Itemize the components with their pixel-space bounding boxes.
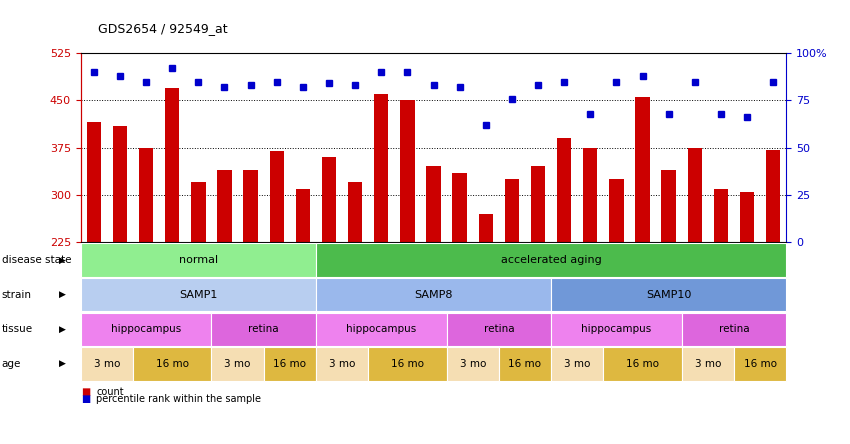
- Text: retina: retina: [484, 324, 514, 334]
- Text: ▶: ▶: [59, 325, 65, 334]
- Text: 3 mo: 3 mo: [694, 359, 721, 369]
- Text: hippocampus: hippocampus: [581, 324, 652, 334]
- Bar: [139, 147, 153, 242]
- Bar: [296, 189, 310, 242]
- Bar: [243, 170, 258, 242]
- Bar: [583, 147, 598, 242]
- Bar: [191, 182, 206, 242]
- Text: hippocampus: hippocampus: [346, 324, 416, 334]
- Bar: [714, 189, 728, 242]
- Text: SAMP10: SAMP10: [646, 289, 691, 300]
- Text: 16 mo: 16 mo: [156, 359, 189, 369]
- Text: ▶: ▶: [59, 290, 65, 299]
- Text: 16 mo: 16 mo: [744, 359, 777, 369]
- Text: accelerated aging: accelerated aging: [501, 255, 602, 265]
- Bar: [87, 123, 101, 242]
- Bar: [165, 88, 179, 242]
- Bar: [269, 151, 284, 242]
- Text: percentile rank within the sample: percentile rank within the sample: [96, 394, 261, 404]
- Bar: [661, 170, 676, 242]
- Bar: [479, 214, 493, 242]
- Text: SAMP1: SAMP1: [179, 289, 218, 300]
- Bar: [505, 179, 519, 242]
- Text: 16 mo: 16 mo: [274, 359, 306, 369]
- Bar: [531, 166, 545, 242]
- Bar: [635, 97, 649, 242]
- Text: retina: retina: [248, 324, 279, 334]
- Bar: [322, 157, 336, 242]
- Bar: [400, 100, 415, 242]
- Text: 3 mo: 3 mo: [224, 359, 251, 369]
- Bar: [218, 170, 232, 242]
- Bar: [766, 150, 780, 242]
- Text: ■: ■: [81, 388, 90, 397]
- Bar: [427, 166, 440, 242]
- Text: hippocampus: hippocampus: [111, 324, 181, 334]
- Text: strain: strain: [2, 289, 31, 300]
- Text: 3 mo: 3 mo: [329, 359, 355, 369]
- Bar: [609, 179, 624, 242]
- Bar: [557, 138, 571, 242]
- Bar: [113, 126, 128, 242]
- Text: 16 mo: 16 mo: [508, 359, 541, 369]
- Text: tissue: tissue: [2, 324, 33, 334]
- Bar: [374, 94, 388, 242]
- Text: ▶: ▶: [59, 255, 65, 265]
- Text: count: count: [96, 388, 124, 397]
- Text: ▶: ▶: [59, 359, 65, 369]
- Text: 3 mo: 3 mo: [564, 359, 591, 369]
- Text: 16 mo: 16 mo: [626, 359, 659, 369]
- Bar: [452, 173, 467, 242]
- Text: SAMP8: SAMP8: [414, 289, 453, 300]
- Text: 16 mo: 16 mo: [391, 359, 424, 369]
- Bar: [688, 147, 702, 242]
- Text: disease state: disease state: [2, 255, 71, 265]
- Bar: [740, 192, 754, 242]
- Text: normal: normal: [178, 255, 218, 265]
- Bar: [348, 182, 362, 242]
- Text: age: age: [2, 359, 21, 369]
- Text: retina: retina: [719, 324, 750, 334]
- Text: 3 mo: 3 mo: [460, 359, 486, 369]
- Text: ■: ■: [81, 394, 90, 404]
- Text: GDS2654 / 92549_at: GDS2654 / 92549_at: [98, 23, 227, 36]
- Text: 3 mo: 3 mo: [94, 359, 120, 369]
